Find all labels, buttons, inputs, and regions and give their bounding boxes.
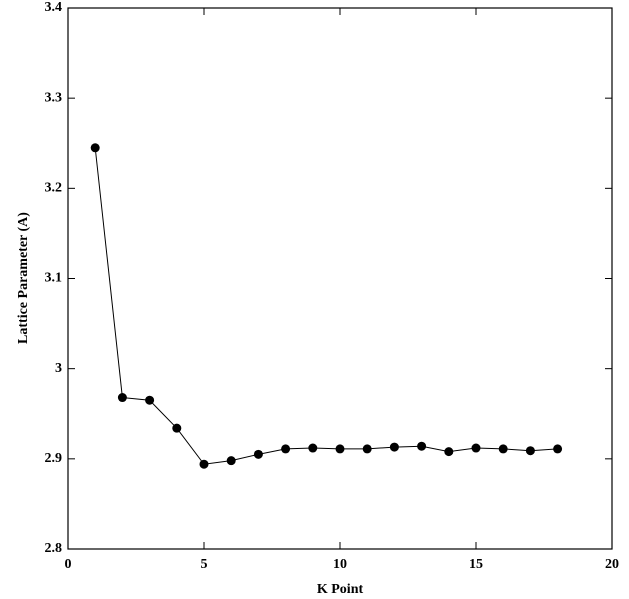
data-point	[172, 423, 182, 433]
y-tick-label: 2.9	[45, 451, 63, 466]
data-point	[389, 442, 399, 452]
data-point	[471, 443, 481, 453]
data-point	[308, 443, 318, 453]
series-line	[94, 147, 558, 465]
data-point	[362, 444, 372, 454]
y-tick-label: 3.4	[45, 0, 63, 15]
data-point	[417, 441, 427, 451]
data-point	[498, 444, 508, 454]
x-tick-label: 5	[201, 557, 208, 572]
y-tick-label: 3.1	[45, 271, 63, 286]
y-tick-label: 2.8	[45, 541, 63, 556]
plot-frame	[67, 7, 613, 550]
data-point	[335, 444, 345, 454]
data-point	[226, 456, 236, 466]
data-point	[145, 395, 155, 405]
data-point	[90, 143, 100, 153]
y-tick-label: 3.2	[45, 181, 63, 196]
x-tick-label: 15	[469, 557, 483, 572]
x-tick-label: 20	[605, 557, 619, 572]
y-axis-label: Lattice Parameter (A)	[16, 212, 31, 344]
x-axis-label: K Point	[317, 582, 364, 597]
y-tick-label: 3.3	[45, 90, 63, 105]
data-point	[253, 449, 263, 459]
data-point	[117, 393, 127, 403]
data-point	[525, 446, 535, 456]
data-point	[199, 459, 209, 469]
data-point	[444, 447, 454, 457]
x-tick-label: 0	[65, 557, 72, 572]
x-tick-label: 10	[333, 557, 347, 572]
y-tick-label: 3	[55, 361, 62, 376]
data-point	[553, 444, 563, 454]
data-point	[281, 444, 291, 454]
